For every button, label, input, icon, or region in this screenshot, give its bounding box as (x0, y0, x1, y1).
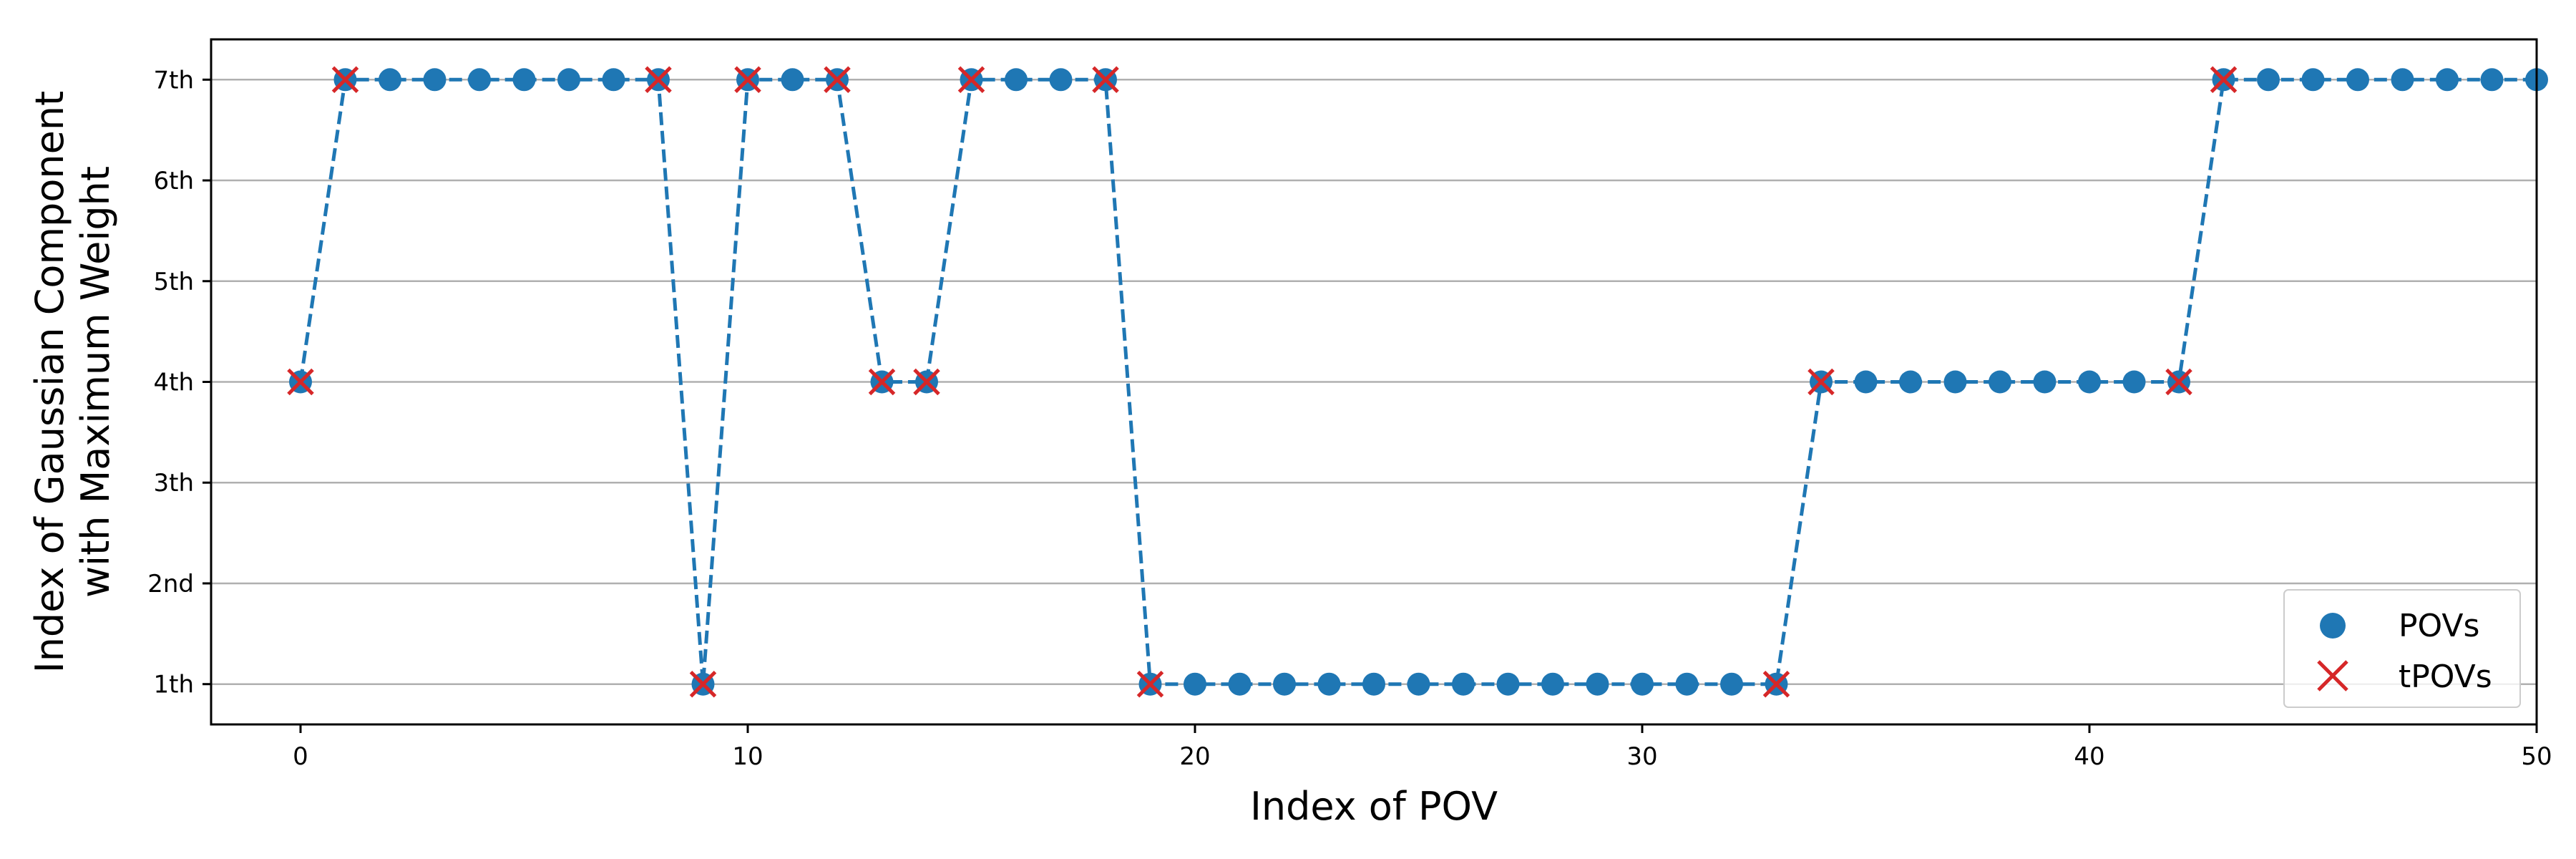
povs-point (2122, 370, 2146, 394)
povs-point (423, 68, 447, 92)
povs-point (557, 68, 580, 92)
tpovs-point (913, 368, 940, 396)
povs-point (2078, 370, 2101, 394)
povs-point (1184, 672, 1206, 696)
x-tick-label: 20 (1179, 742, 1210, 771)
povs-point (1228, 672, 1252, 696)
povs-point (1854, 370, 1878, 394)
tpovs-point-stroke (1092, 66, 1119, 94)
tpovs-point (287, 368, 314, 396)
tpovs-point-stroke (2165, 368, 2192, 396)
tpovs-point (957, 66, 985, 94)
povs-point (379, 68, 401, 92)
povs-point (1631, 672, 1654, 696)
povs-point (1496, 672, 1520, 696)
tpovs-point-stroke (1762, 670, 1790, 698)
povs-point (1452, 672, 1475, 696)
tpovs-point (1762, 670, 1790, 698)
povs-point (1586, 672, 1609, 696)
povs-point (1541, 672, 1564, 696)
legend-label-povs: POVs (2399, 608, 2479, 644)
tpovs-point (1092, 66, 1119, 94)
povs-point (1005, 68, 1028, 92)
tpovs-point-stroke (824, 66, 851, 94)
tpovs-point (2165, 368, 2192, 396)
povs-point (781, 68, 804, 92)
tpovs-point-stroke (913, 368, 940, 396)
legend-label-tpovs: tPOVs (2399, 659, 2492, 695)
povs-point (1362, 672, 1385, 696)
povs-point (2346, 68, 2369, 92)
tpovs-point (1136, 670, 1164, 698)
x-tick-label: 10 (732, 742, 763, 771)
povs-point (2033, 370, 2057, 394)
tpovs-point (689, 670, 717, 698)
y-tick-label: 6th (153, 167, 194, 195)
tpovs-point-stroke (1807, 368, 1835, 396)
x-axis-ticks: 0 10 20 30 40 50 (293, 724, 2552, 771)
povs-point (1675, 672, 1699, 696)
povs-point (1720, 672, 1743, 696)
y-tick-label: 5th (153, 268, 194, 296)
povs-point (602, 68, 625, 92)
tpovs-point-stroke (287, 368, 314, 396)
x-tick-label: 40 (2074, 742, 2104, 771)
tpovs-point-stroke (645, 66, 672, 94)
tpovs-point-stroke (1136, 670, 1164, 698)
y-tick-label: 4th (153, 369, 194, 397)
legend: POVs tPOVs (2283, 589, 2521, 708)
tpovs-point (645, 66, 672, 94)
tpovs-point (868, 368, 896, 396)
tpovs-point (1807, 368, 1835, 396)
legend-marker-tpovs (2317, 660, 2348, 691)
tpovs-point-stroke (2210, 66, 2238, 94)
x-tick-label: 30 (1626, 742, 1657, 771)
povs-point (1943, 370, 1967, 394)
series-markers (287, 66, 2548, 698)
y-tick-label: 3th (153, 469, 194, 498)
tpovs-point-stroke (868, 368, 896, 396)
povs-point (1989, 370, 2011, 394)
tpovs-point-stroke (957, 66, 985, 94)
x-axis-label: Index of POV (1250, 784, 1498, 829)
tpovs-point-stroke (331, 66, 359, 94)
povs-point (1407, 672, 1430, 696)
legend-marker-povs (2320, 613, 2346, 639)
y-axis-label-line-2: with Maximum Weight (73, 166, 118, 598)
x-tick-label: 50 (2521, 742, 2552, 771)
povs-point (1317, 672, 1341, 696)
tpovs-point-stroke (734, 66, 761, 94)
tpovs-point (2210, 66, 2238, 94)
y-axis-ticks: 1th 2nd 3th 4th 5th 6th 7th (147, 66, 211, 699)
y-tick-label: 2nd (147, 570, 194, 598)
y-tick-label: 7th (153, 66, 194, 94)
legend-x-stroke (2317, 660, 2348, 691)
povs-point (2436, 68, 2459, 92)
povs-point (2391, 68, 2414, 92)
povs-point (2480, 68, 2504, 92)
tpovs-point (331, 66, 359, 94)
y-axis-label-line-1: Index of Gaussian Component (27, 91, 72, 673)
povs-point (1049, 68, 1073, 92)
povs-point (1273, 672, 1296, 696)
y-tick-label: 1th (153, 671, 194, 699)
x-tick-label: 0 (293, 742, 308, 771)
povs-point (2301, 68, 2325, 92)
tpovs-point (824, 66, 851, 94)
povs-point (2257, 68, 2280, 92)
povs-point (1899, 370, 1922, 394)
povs-point (468, 68, 491, 92)
tpovs-point-stroke (689, 670, 717, 698)
tpovs-point (734, 66, 761, 94)
povs-point (512, 68, 536, 92)
